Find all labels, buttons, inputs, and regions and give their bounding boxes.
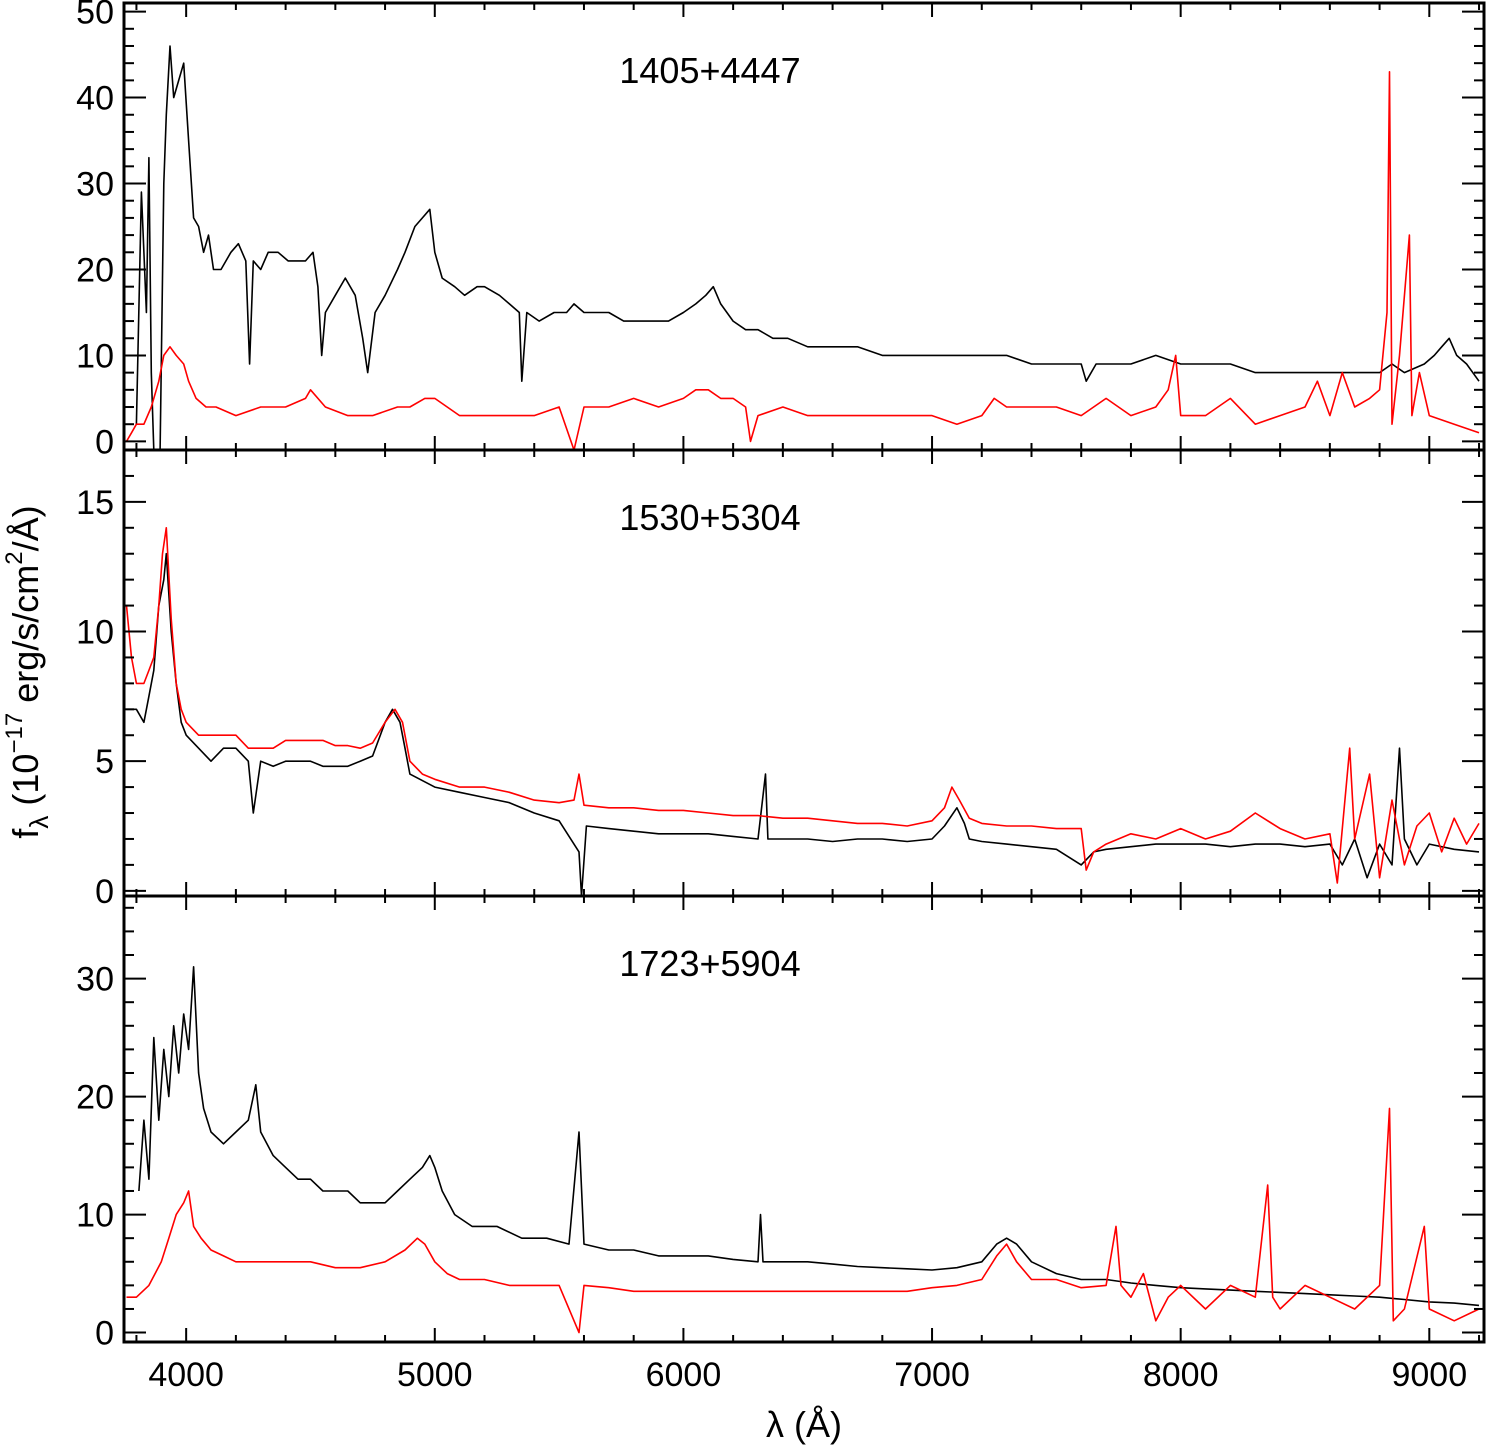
x-tick-label: 6000 (646, 1356, 722, 1394)
panel-title: 1530+5304 (619, 497, 800, 538)
y-tick-label: 0 (95, 1315, 114, 1353)
y-tick-label: 10 (76, 1197, 114, 1235)
x-axis-label-text: λ (Å) (766, 1404, 842, 1445)
x-tick-label: 8000 (1143, 1356, 1219, 1394)
y-tick-label: 20 (76, 1079, 114, 1117)
x-tick-label: 5000 (397, 1356, 473, 1394)
y-tick-label: 50 (76, 0, 114, 32)
y-tick-label: 10 (76, 337, 114, 375)
y-tick-label: 10 (76, 614, 114, 652)
y-tick-label: 0 (95, 873, 114, 911)
x-axis-label: λ (Å) (766, 1404, 842, 1445)
y-tick-label: 5 (95, 743, 114, 781)
y-tick-label: 30 (76, 166, 114, 204)
series-line-black (138, 966, 1480, 1307)
x-tick-label: 7000 (894, 1356, 970, 1394)
y-tick-label: 15 (76, 484, 114, 522)
plot-frame (122, 1, 1486, 452)
y-axis-label-text: fλ (10−17 erg/s/cm2/Å) (1, 505, 54, 838)
panel-2: 0 5 10 15 1530+5304 (76, 448, 1486, 911)
panels: 0 10 20 30 40 50 1405+4447 0 5 10 15 1530+5304 0 10 20… (76, 0, 1486, 1394)
y-tick-label: 0 (95, 423, 114, 461)
series-line-black (126, 552, 1480, 896)
y-axis-label: fλ (10−17 erg/s/cm2/Å) (1, 505, 54, 838)
series-line-red (125, 71, 1480, 450)
x-tick-label: 9000 (1391, 1356, 1467, 1394)
plot-frame (122, 894, 1486, 1344)
series-line-red (126, 1107, 1480, 1334)
panel-1: 0 10 20 30 40 50 1405+4447 (76, 0, 1486, 461)
panel-title: 1405+4447 (619, 50, 800, 91)
y-tick-label: 20 (76, 251, 114, 289)
series-line-red (125, 527, 1480, 884)
y-tick-label: 30 (76, 961, 114, 999)
panel-title: 1723+5904 (619, 943, 800, 984)
x-tick-label: 4000 (148, 1356, 224, 1394)
panel-3: 0 10 20 30 1723+5904 4000 5000 6000 7000 8000 9000 (76, 894, 1486, 1394)
y-tick-label: 40 (76, 80, 114, 118)
series-line-black (135, 45, 1480, 450)
